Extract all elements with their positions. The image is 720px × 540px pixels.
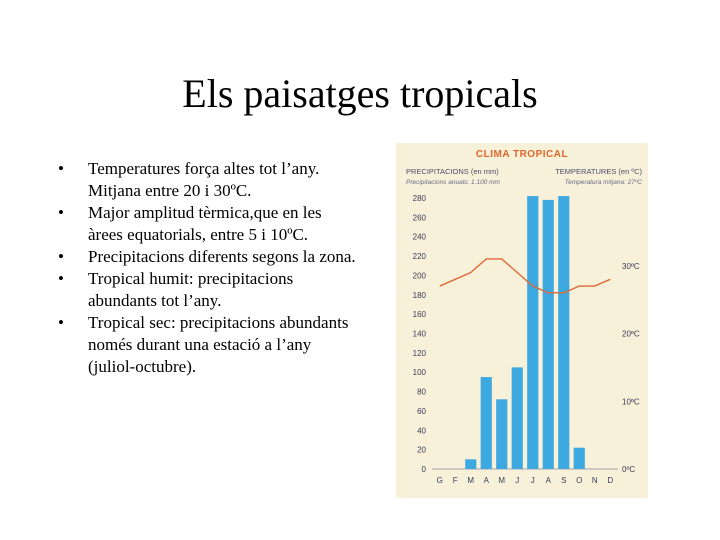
temp-tick-label: 30ºC <box>622 262 640 271</box>
temp-header: TEMPERATURES (en ºC) <box>555 167 642 176</box>
bullet-item: • Major amplitud tèrmica,que en les àrees… <box>58 202 358 246</box>
precip-subheader: Precipitacions anuals: 1.100 mm <box>406 179 501 186</box>
month-label: O <box>576 476 582 485</box>
climate-chart: CLIMA TROPICAL PRECIPITACIONS (en mm) Pr… <box>396 143 648 498</box>
month-label: M <box>498 476 505 485</box>
bullet-text: Precipitacions diferents segons la zona. <box>88 247 356 266</box>
precip-bar <box>496 399 508 469</box>
bullet-dot: • <box>58 313 64 332</box>
precip-tick-label: 100 <box>413 368 427 377</box>
precip-bar <box>480 377 492 469</box>
precip-tick-label: 200 <box>413 271 427 280</box>
temp-tick-label: 0ºC <box>622 465 635 474</box>
precip-bar <box>511 367 523 469</box>
precip-tick-label: 220 <box>413 252 427 261</box>
climate-chart-svg: CLIMA TROPICAL PRECIPITACIONS (en mm) Pr… <box>406 149 643 485</box>
bullet-text: Major amplitud tèrmica,que en les àrees … <box>88 203 322 244</box>
precip-tick-label: 280 <box>413 194 427 203</box>
bullet-text: Temperatures força altes tot l’any. Mitj… <box>88 159 320 200</box>
precip-tick-label: 80 <box>417 388 426 397</box>
precip-tick-label: 120 <box>413 349 427 358</box>
bullet-dot: • <box>58 247 64 266</box>
precip-tick-label: 20 <box>417 446 426 455</box>
precip-tick-label: 260 <box>413 213 427 222</box>
bullet-dot: • <box>58 269 64 288</box>
month-label: J <box>515 476 519 485</box>
slide-title: Els paisatges tropicals <box>182 71 538 116</box>
temp-tick-label: 20ºC <box>622 330 640 339</box>
month-label: A <box>484 476 490 485</box>
precip-tick-label: 60 <box>417 407 426 416</box>
bullet-item: • Tropical sec: precipitacions abundants … <box>58 312 358 378</box>
bullet-list: • Temperatures força altes tot l’any. Mit… <box>58 158 358 378</box>
plot-area: 0 20 40 60 80 100 120 140 160 180 200 220 240 260 280 0… <box>413 194 640 485</box>
chart-title: CLIMA TROPICAL <box>476 149 568 160</box>
precip-bar <box>558 196 570 470</box>
bullet-dot: • <box>58 203 64 222</box>
precip-bar <box>542 199 554 469</box>
month-label: F <box>453 476 458 485</box>
month-label: J <box>531 476 535 485</box>
precip-tick-label: 40 <box>417 426 426 435</box>
month-label: N <box>592 476 598 485</box>
precip-header: PRECIPITACIONS (en mm) <box>406 167 499 176</box>
month-label: M <box>467 476 474 485</box>
month-label: S <box>561 476 566 485</box>
bullet-text: Tropical sec: precipitacions abundants n… <box>88 313 349 376</box>
month-label: G <box>437 476 443 485</box>
bullet-item: • Precipitacions diferents segons la zona… <box>58 246 358 268</box>
temperature-line <box>439 258 611 294</box>
temp-subheader: Temperatura mitjana: 27ºC <box>565 179 643 186</box>
bullet-dot: • <box>58 159 64 178</box>
precip-bar <box>465 459 477 469</box>
month-label: D <box>607 476 613 485</box>
precip-tick-label: 180 <box>413 291 427 300</box>
bullet-text: Tropical humit: precipitacions abundants… <box>88 269 294 310</box>
precip-tick-label: 0 <box>422 465 427 474</box>
bullet-item: • Tropical humit: precipitacions abundant… <box>58 268 358 312</box>
bullet-item: • Temperatures força altes tot l’any. Mit… <box>58 158 358 202</box>
precip-bar <box>573 447 585 469</box>
precip-bar <box>527 196 539 470</box>
precip-tick-label: 160 <box>413 310 427 319</box>
temp-tick-label: 10ºC <box>622 397 640 406</box>
month-label: A <box>546 476 552 485</box>
precip-tick-label: 240 <box>413 233 427 242</box>
precip-tick-label: 140 <box>413 330 427 339</box>
